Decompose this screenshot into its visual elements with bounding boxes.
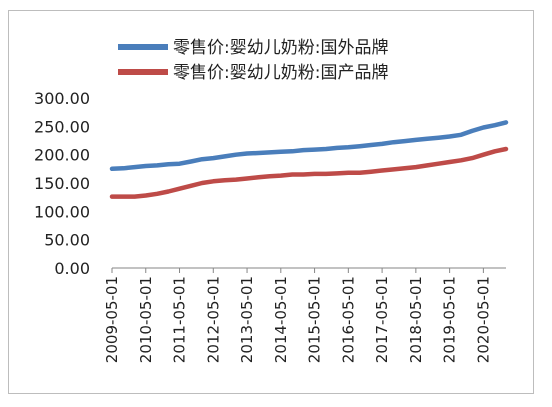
axes: 0.00 50.00 100.00 150.00 200.00 250.00 300.00 2… bbox=[34, 89, 506, 363]
series-line-domestic bbox=[109, 146, 509, 199]
x-tick-label: 2014-05-01 bbox=[272, 276, 290, 363]
x-tick-label: 2012-05-01 bbox=[204, 276, 222, 363]
x-tick-label: 2010-05-01 bbox=[137, 276, 155, 363]
legend: 零售价:婴幼儿奶粉:国外品牌 零售价:婴幼儿奶粉:国产品牌 bbox=[118, 38, 388, 83]
x-tick-label: 2011-05-01 bbox=[171, 276, 189, 363]
y-tick-label: 50.00 bbox=[44, 231, 90, 250]
x-tick-label: 2019-05-01 bbox=[441, 276, 459, 363]
y-tick-label: 200.00 bbox=[34, 146, 90, 165]
y-tick-label: 300.00 bbox=[34, 89, 90, 108]
x-tick-label: 2015-05-01 bbox=[306, 276, 324, 363]
y-tick-label: 0.00 bbox=[54, 259, 90, 278]
x-tick-label: 2020-05-01 bbox=[474, 276, 492, 363]
y-tick-label: 250.00 bbox=[34, 117, 90, 136]
y-tick-label: 150.00 bbox=[34, 174, 90, 193]
legend-label-domestic: 零售价:婴幼儿奶粉:国产品牌 bbox=[173, 63, 388, 83]
chart-frame bbox=[8, 10, 534, 394]
series-line-foreign bbox=[109, 120, 509, 172]
x-tick-label: 2016-05-01 bbox=[339, 276, 357, 363]
y-tick-label: 100.00 bbox=[34, 202, 90, 221]
x-tick-label: 2017-05-01 bbox=[373, 276, 391, 363]
series-lines bbox=[109, 120, 509, 199]
x-tick-label: 2009-05-01 bbox=[103, 276, 121, 363]
x-tick-label: 2018-05-01 bbox=[407, 276, 425, 363]
x-tick-label: 2013-05-01 bbox=[238, 276, 256, 363]
legend-label-foreign: 零售价:婴幼儿奶粉:国外品牌 bbox=[173, 38, 388, 58]
